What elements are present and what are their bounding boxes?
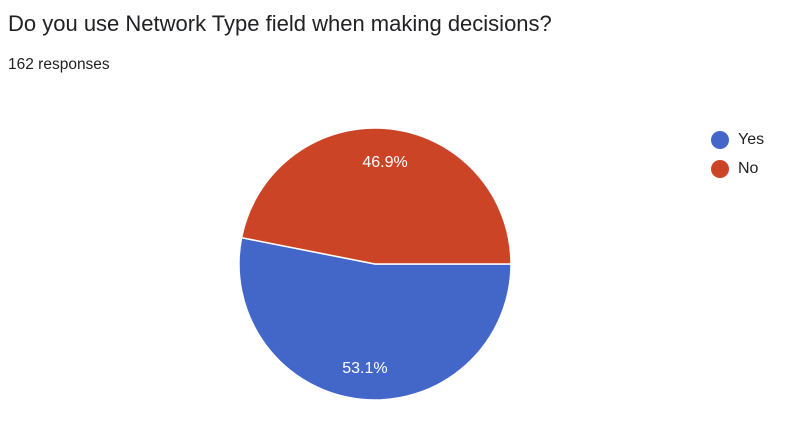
legend-item-yes[interactable]: Yes [711,125,764,154]
chart-title: Do you use Network Type field when makin… [8,11,552,36]
legend-label-no: No [738,159,759,177]
slice-label-no: 46.9% [362,154,407,171]
legend-swatch-yes [711,130,729,149]
legend-item-no[interactable]: No [711,154,764,183]
chart-legend: Yes No [711,125,764,183]
legend-label-yes: Yes [738,130,765,148]
slice-label-yes: 53.1% [342,360,387,377]
pie-slice-yes[interactable] [238,236,512,401]
legend-swatch-no [711,159,729,178]
response-count: 162 responses [8,56,110,73]
pie-slice-no[interactable] [240,127,512,265]
